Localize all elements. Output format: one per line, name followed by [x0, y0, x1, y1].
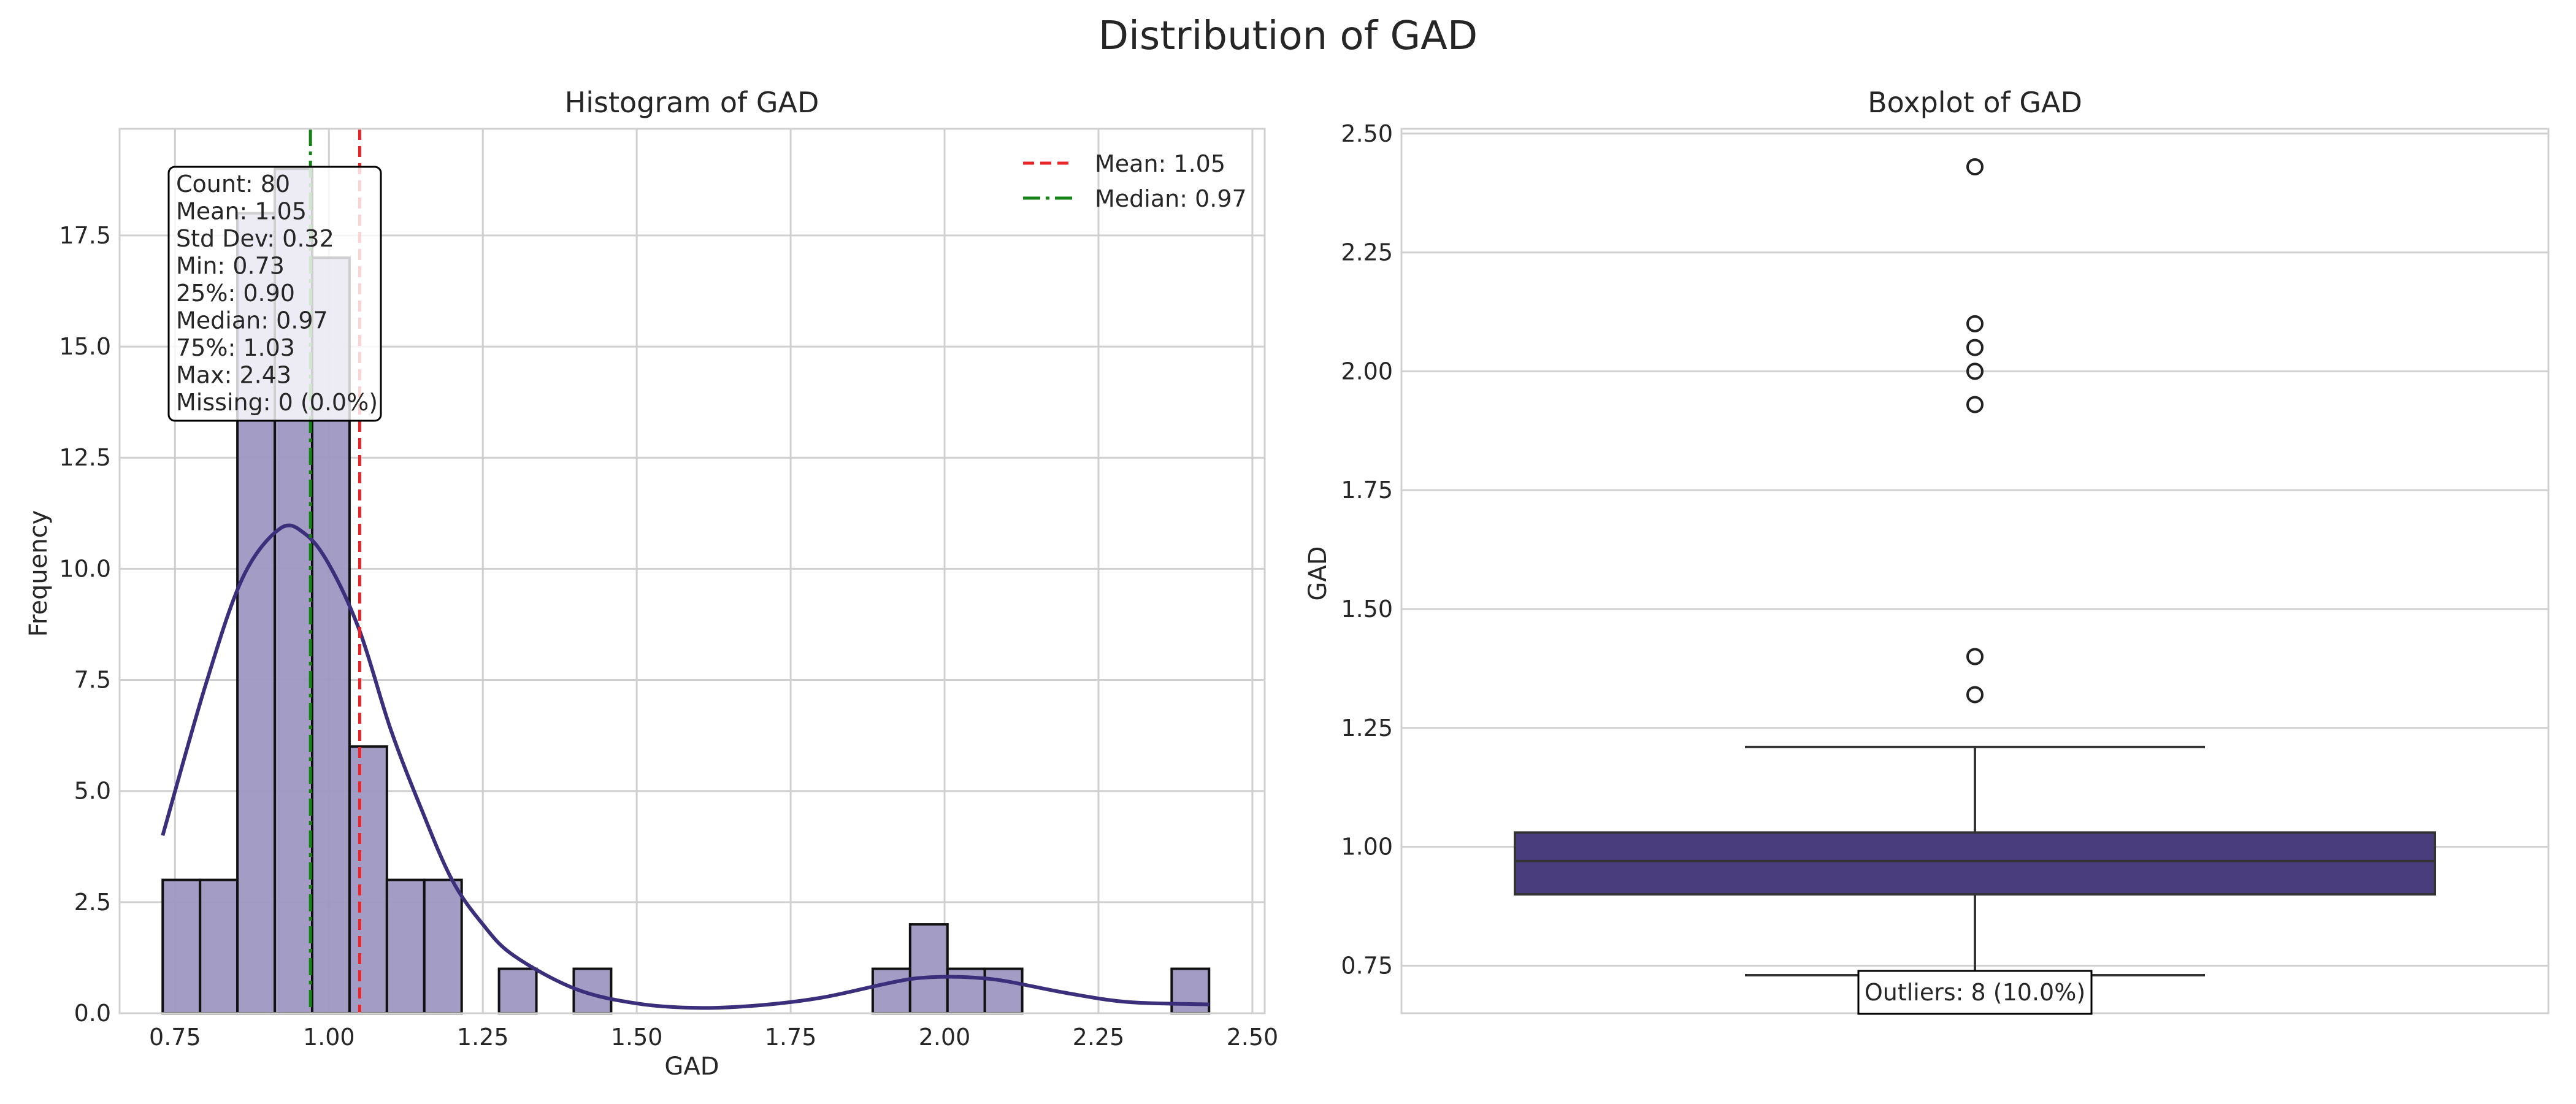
histogram-y-label: Frequency [25, 510, 53, 637]
legend-median-label: Median: 0.97 [1095, 185, 1247, 212]
boxplot-outliers [1966, 158, 1984, 703]
histogram-bar [497, 967, 538, 1015]
outlier-point [1966, 339, 1984, 356]
outlier-point [1966, 315, 1984, 332]
summary-stat-line: Min: 0.73 [176, 253, 285, 280]
y-tick-label: 0.0 [74, 1000, 111, 1027]
x-tick-label: 1.00 [303, 1024, 355, 1051]
summary-stat-line: 25%: 0.90 [176, 280, 295, 307]
histogram-bar [423, 878, 463, 1014]
figure-title: Distribution of GAD [1098, 13, 1478, 59]
boxplot-title: Boxplot of GAD [1868, 86, 2082, 119]
outlier-point [1966, 158, 1984, 176]
y-tick-label: 7.5 [74, 667, 111, 694]
histogram-panel: Histogram of GAD 0.75 1.00 1.25 1.50 1.75 2.0… [25, 86, 1278, 1081]
summary-stat-line: Std Dev: 0.32 [176, 225, 334, 252]
histogram-bar [1170, 967, 1211, 1015]
outliers-annotation: Outliers: 8 (10.0%) [1857, 970, 2093, 1015]
x-tick-label: 2.25 [1073, 1024, 1125, 1051]
y-tick-label: 1.00 [1341, 834, 1393, 861]
histogram-bar [871, 967, 911, 1015]
y-tick-label: 2.50 [1341, 120, 1393, 147]
boxplot-body [1514, 745, 2436, 976]
histogram-y-ticks: 0.0 2.5 5.0 7.5 10.0 12.5 15.0 17.5 [59, 222, 111, 1027]
y-tick-label: 0.75 [1341, 952, 1393, 979]
x-tick-label: 1.50 [611, 1024, 663, 1051]
y-tick-label: 15.0 [59, 333, 111, 360]
outlier-point [1966, 686, 1984, 703]
boxplot-y-label: GAD [1304, 546, 1332, 600]
legend-mean-label: Mean: 1.05 [1095, 150, 1225, 177]
y-tick-label: 1.75 [1341, 477, 1393, 504]
y-tick-label: 2.25 [1341, 239, 1393, 266]
outlier-point [1966, 396, 1984, 413]
kde-curve [161, 523, 1209, 1010]
histogram-bar [161, 878, 202, 1014]
histogram-x-ticks: 0.75 1.00 1.25 1.50 1.75 2.00 2.25 2.50 [149, 1024, 1278, 1051]
summary-stat-line: Max: 2.43 [176, 362, 291, 389]
y-tick-label: 1.50 [1341, 596, 1393, 623]
y-tick-label: 2.5 [74, 889, 111, 916]
histogram-bar [385, 878, 426, 1014]
interquartile-box [1514, 831, 2436, 896]
y-tick-label: 2.00 [1341, 358, 1393, 385]
outlier-point [1966, 362, 1984, 380]
y-tick-label: 1.25 [1341, 715, 1393, 742]
summary-stat-line: Median: 0.97 [176, 307, 328, 334]
histogram-bar [908, 923, 949, 1014]
summary-stat-line: Count: 80 [176, 171, 290, 197]
x-tick-label: 2.50 [1227, 1024, 1279, 1051]
histogram-title: Histogram of GAD [565, 86, 819, 119]
outlier-point [1966, 648, 1984, 665]
histogram-bar [199, 878, 239, 1014]
histogram-bar [983, 967, 1024, 1015]
boxplot-panel: Boxplot of GAD 0.75 1.00 1.25 1.50 1.75 2.00 2… [1304, 86, 2550, 1015]
histogram-frame [118, 128, 1266, 1014]
y-tick-label: 12.5 [59, 444, 111, 471]
y-tick-label: 5.0 [74, 778, 111, 805]
y-tick-label: 10.0 [59, 555, 111, 582]
boxplot-y-ticks: 0.75 1.00 1.25 1.50 1.75 2.00 2.25 2.50 [1341, 120, 1393, 979]
summary-stats-frame [167, 166, 382, 422]
histogram-bar [348, 745, 388, 1014]
x-tick-label: 2.00 [919, 1024, 971, 1051]
outliers-annotation-frame [1857, 970, 2093, 1015]
summary-stat-line: 75%: 1.03 [176, 334, 295, 361]
summary-stat-line: Mean: 1.05 [176, 198, 307, 225]
summary-stat-line: Missing: 0 (0.0%) [176, 389, 378, 416]
outliers-annotation-text: Outliers: 8 (10.0%) [1865, 979, 2085, 1006]
histogram-x-label: GAD [664, 1052, 719, 1081]
y-tick-label: 17.5 [59, 222, 111, 249]
x-tick-label: 1.25 [457, 1024, 509, 1051]
x-tick-label: 0.75 [149, 1024, 201, 1051]
x-tick-label: 1.75 [765, 1024, 817, 1051]
histogram-legend: Mean: 1.05 Median: 0.97 [1023, 150, 1247, 212]
